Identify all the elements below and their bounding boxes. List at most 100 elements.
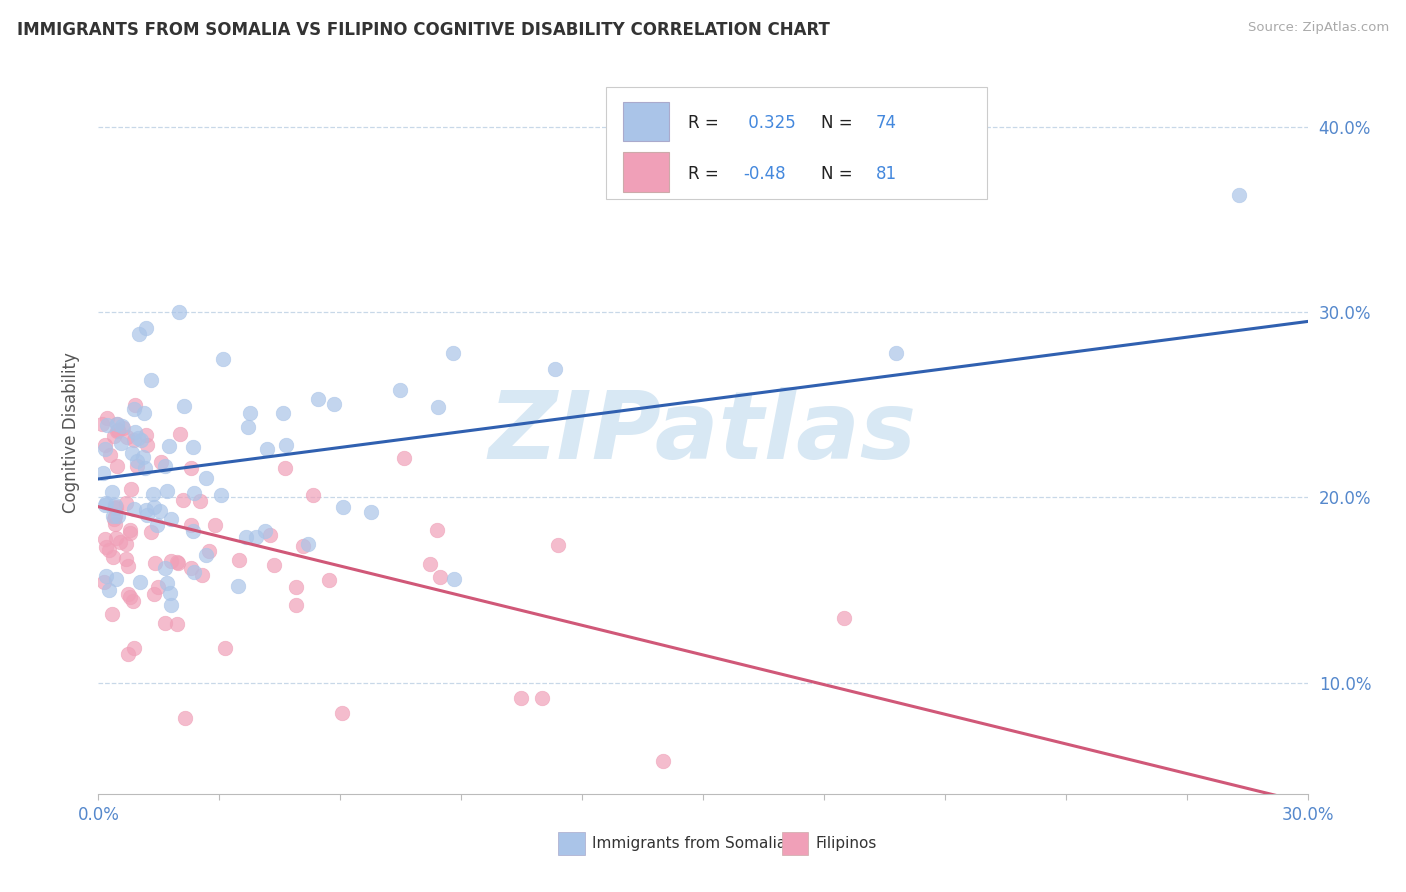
- Point: [132, 406, 155, 420]
- Point: [181, 524, 204, 538]
- Text: Source: ZipAtlas.com: Source: ZipAtlas.com: [1249, 21, 1389, 34]
- Point: [167, 305, 190, 319]
- Point: [228, 553, 250, 567]
- Text: Immigrants from Somalia: Immigrants from Somalia: [592, 836, 786, 851]
- Point: [149, 504, 172, 518]
- Point: [96, 569, 118, 583]
- Point: [226, 579, 249, 593]
- Point: [1227, 188, 1250, 202]
- FancyBboxPatch shape: [623, 102, 669, 142]
- Point: [419, 558, 441, 572]
- Point: [115, 496, 138, 510]
- Point: [121, 446, 143, 460]
- Point: [101, 484, 124, 499]
- Point: [117, 647, 139, 661]
- Point: [103, 512, 125, 526]
- Point: [157, 439, 180, 453]
- Point: [142, 500, 165, 515]
- Point: [651, 754, 673, 768]
- Text: 0.325: 0.325: [742, 114, 796, 132]
- Point: [832, 611, 855, 625]
- Point: [93, 532, 115, 546]
- Point: [115, 537, 138, 551]
- Point: [166, 555, 188, 569]
- Point: [263, 558, 285, 572]
- Point: [105, 425, 128, 439]
- Point: [285, 580, 308, 594]
- Point: [93, 442, 115, 456]
- FancyBboxPatch shape: [623, 153, 669, 192]
- Point: [128, 327, 150, 342]
- Point: [274, 461, 297, 475]
- Point: [159, 586, 181, 600]
- Point: [107, 423, 129, 437]
- Text: IMMIGRANTS FROM SOMALIA VS FILIPINO COGNITIVE DISABILITY CORRELATION CHART: IMMIGRANTS FROM SOMALIA VS FILIPINO COGN…: [17, 21, 830, 38]
- Point: [105, 417, 128, 431]
- Point: [323, 397, 346, 411]
- Point: [143, 587, 166, 601]
- Point: [360, 505, 382, 519]
- Point: [143, 557, 166, 571]
- Text: -0.48: -0.48: [742, 165, 786, 183]
- Point: [443, 572, 465, 586]
- Point: [183, 486, 205, 500]
- Point: [118, 526, 141, 541]
- Point: [297, 536, 319, 550]
- Point: [239, 406, 262, 420]
- Point: [153, 458, 176, 473]
- Point: [101, 550, 124, 565]
- Point: [544, 361, 567, 376]
- Point: [129, 575, 152, 590]
- Point: [291, 539, 314, 553]
- Point: [124, 401, 146, 416]
- Point: [547, 538, 569, 552]
- Point: [96, 418, 118, 433]
- Point: [156, 575, 179, 590]
- Point: [183, 565, 205, 579]
- Point: [180, 518, 202, 533]
- Point: [124, 398, 146, 412]
- Point: [173, 399, 195, 413]
- Point: [135, 320, 157, 334]
- Point: [122, 433, 145, 447]
- Point: [104, 573, 127, 587]
- Point: [259, 528, 281, 542]
- Point: [194, 471, 217, 485]
- Point: [141, 525, 163, 540]
- Text: 81: 81: [876, 165, 897, 183]
- Point: [273, 406, 295, 420]
- Point: [134, 461, 156, 475]
- Text: R =: R =: [689, 114, 720, 132]
- Point: [105, 531, 128, 545]
- Point: [429, 570, 451, 584]
- Point: [235, 530, 257, 544]
- Point: [104, 499, 127, 513]
- FancyBboxPatch shape: [782, 832, 808, 855]
- Point: [100, 607, 122, 621]
- Point: [93, 498, 115, 512]
- Point: [111, 419, 134, 434]
- Point: [127, 431, 149, 445]
- Y-axis label: Cognitive Disability: Cognitive Disability: [62, 352, 80, 513]
- Point: [274, 438, 297, 452]
- Point: [129, 434, 152, 448]
- Point: [318, 573, 340, 587]
- Point: [212, 351, 235, 366]
- Text: R =: R =: [689, 165, 720, 183]
- Point: [103, 516, 125, 531]
- Point: [132, 450, 155, 465]
- Point: [284, 598, 307, 612]
- Point: [181, 440, 204, 454]
- Text: ZIPatlas: ZIPatlas: [489, 386, 917, 479]
- Text: Filipinos: Filipinos: [815, 836, 877, 851]
- Point: [117, 558, 139, 573]
- Point: [236, 420, 259, 434]
- Text: N =: N =: [821, 114, 853, 132]
- Point: [153, 616, 176, 631]
- Point: [103, 428, 125, 442]
- Point: [441, 346, 464, 360]
- Text: N =: N =: [821, 165, 853, 183]
- Point: [93, 574, 115, 589]
- Point: [160, 598, 183, 612]
- Point: [256, 442, 278, 456]
